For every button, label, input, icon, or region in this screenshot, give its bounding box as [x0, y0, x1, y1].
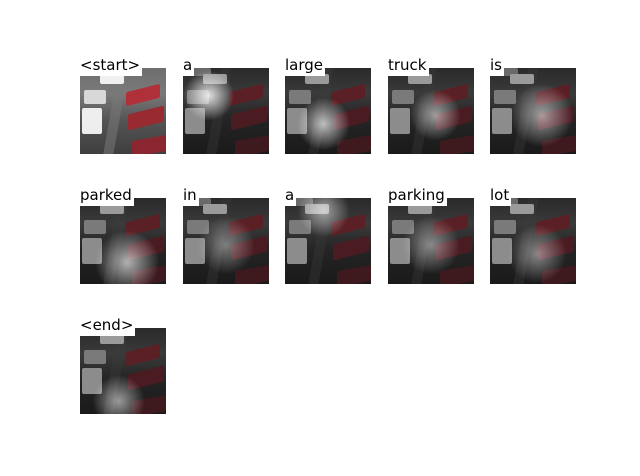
street-scene-image — [183, 198, 269, 284]
attention-cell: lot — [490, 184, 578, 284]
street-scene-image — [388, 198, 474, 284]
token-label: parked — [80, 184, 134, 206]
bus-shape — [203, 204, 227, 214]
attention-cell: in — [183, 184, 271, 284]
bus-shape — [128, 105, 164, 131]
bus-shape — [193, 198, 211, 206]
token-label: large — [285, 54, 326, 76]
token-label: <end> — [80, 314, 136, 336]
attention-thumbnail — [80, 328, 166, 414]
attention-heatmap — [490, 68, 576, 154]
bus-shape — [510, 204, 534, 214]
attention-cell: is — [490, 54, 578, 154]
bus-shape — [187, 220, 209, 234]
attention-heatmap — [388, 68, 474, 154]
attention-thumbnail — [388, 198, 474, 284]
bus-shape — [132, 135, 166, 154]
attention-heatmap — [80, 328, 166, 414]
bus-shape — [84, 90, 106, 104]
attention-cell: a — [183, 54, 271, 154]
attention-heatmap — [285, 198, 371, 284]
attention-thumbnail — [285, 68, 371, 154]
attention-cell: parked — [80, 184, 168, 284]
attention-thumbnail — [490, 68, 576, 154]
token-label: in — [183, 184, 199, 206]
attention-thumbnail — [285, 198, 371, 284]
bus-shape — [100, 74, 124, 84]
attention-cell: <start> — [80, 54, 168, 154]
attention-thumbnail — [388, 68, 474, 154]
token-label: a — [285, 184, 297, 206]
attention-thumbnail — [80, 68, 166, 154]
attention-cell: <end> — [80, 314, 168, 414]
attention-cell: a — [285, 184, 373, 284]
bus-shape — [408, 204, 432, 214]
token-label: truck — [388, 54, 429, 76]
attention-thumbnail — [80, 198, 166, 284]
bus-shape — [392, 220, 414, 234]
attention-cell: truck — [388, 54, 476, 154]
token-label: a — [183, 54, 195, 76]
attention-cell: parking — [388, 184, 476, 284]
attention-thumbnail — [183, 68, 269, 154]
street-scene-image — [80, 68, 166, 154]
bus-shape — [390, 238, 410, 264]
bus-shape — [126, 83, 160, 107]
attention-heatmap — [285, 68, 371, 154]
token-label: is — [490, 54, 504, 76]
token-label: lot — [490, 184, 512, 206]
token-label: parking — [388, 184, 447, 206]
token-label: <start> — [80, 54, 143, 76]
bus-shape — [492, 238, 512, 264]
bus-shape — [82, 108, 102, 134]
attention-heatmap — [183, 68, 269, 154]
attention-thumbnail — [183, 198, 269, 284]
attention-thumbnail — [490, 198, 576, 284]
attention-heatmap — [80, 198, 166, 284]
bus-shape — [185, 238, 205, 264]
attention-heatmap — [490, 198, 576, 284]
street-scene-image — [490, 198, 576, 284]
attention-heatmap — [183, 198, 269, 284]
bus-shape — [494, 220, 516, 234]
attention-cell: large — [285, 54, 373, 154]
attention-heatmap — [388, 198, 474, 284]
